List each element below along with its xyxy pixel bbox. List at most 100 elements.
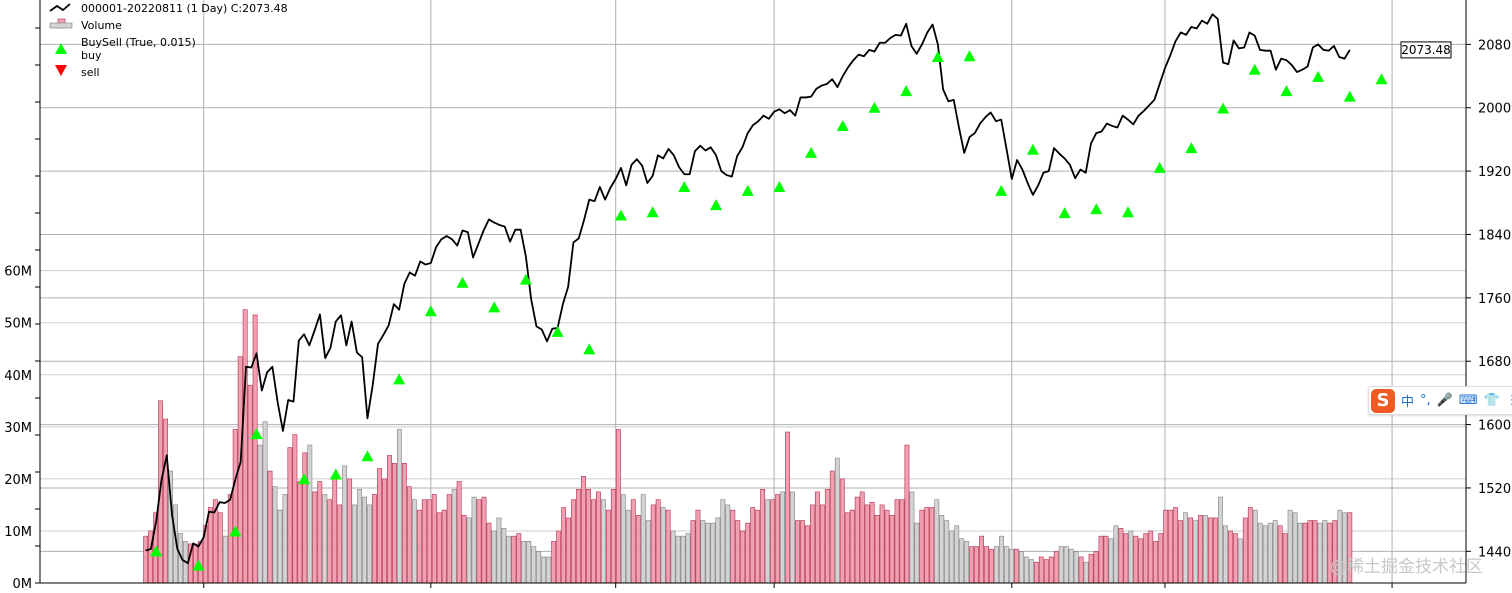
volume-bar-141 — [844, 512, 850, 584]
volume-bar-152 — [899, 499, 905, 584]
volume-bar-207 — [1173, 507, 1179, 584]
volume-bar-210 — [1188, 517, 1193, 584]
volume-bar-126 — [770, 499, 776, 584]
price-tick-label-0: 1440 — [1478, 545, 1511, 560]
volume-bar-205 — [1163, 509, 1169, 584]
volume-bar-148 — [879, 504, 885, 584]
legend-label-0: 000001-20220811 (1 Day) C:2073.48 — [81, 2, 288, 15]
ime-mode-chinese[interactable]: 中 — [1401, 395, 1415, 410]
volume-bar-217 — [1222, 525, 1228, 584]
volume-bar-24 — [262, 421, 268, 584]
volume-bar-82 — [551, 541, 557, 584]
volume-bar-109 — [685, 533, 691, 584]
ime-microphone-icon[interactable]: 🎤 — [1436, 393, 1453, 408]
volume-bar-146 — [869, 502, 875, 584]
volume-bar-169 — [984, 546, 989, 584]
volume-bar-170 — [989, 548, 994, 584]
volume-bar-120 — [740, 530, 746, 584]
ime-more-icon[interactable]: ⋮ — [1506, 393, 1512, 408]
volume-bar-23 — [257, 444, 263, 584]
volume-bar-231 — [1292, 512, 1298, 584]
sogou-logo-icon[interactable]: S — [1371, 388, 1395, 413]
volume-bar-13 — [207, 507, 213, 584]
volume-bar-149 — [884, 509, 890, 584]
volume-bar-119 — [735, 520, 741, 584]
volume-bar-86 — [571, 499, 576, 584]
volume-bar-142 — [849, 509, 855, 584]
last-price-label: 2073.48 — [1401, 43, 1451, 57]
volume-bar-171 — [994, 546, 999, 584]
price-tick-label-5: 1840 — [1478, 228, 1511, 243]
buy-signal-marker-18 — [741, 184, 754, 196]
volume-bar-220 — [1237, 538, 1243, 584]
volume-bar-46 — [372, 494, 377, 584]
volume-bar-48 — [382, 478, 387, 584]
volume-bar-117 — [725, 504, 731, 584]
volume-bar-194 — [1108, 538, 1114, 584]
volume-bar-104 — [660, 507, 666, 584]
volume-bar-186 — [1068, 548, 1074, 584]
volume-bar-98 — [630, 499, 636, 584]
volume-bar-72 — [501, 528, 507, 584]
volume-bar-26 — [272, 486, 278, 584]
volume-bar-200 — [1138, 538, 1144, 584]
buy-signal-marker-27 — [1026, 143, 1039, 155]
price-tick-label-8: 2080 — [1478, 38, 1511, 53]
volume-bar-191 — [1093, 551, 1099, 584]
volume-bar-128 — [780, 491, 785, 584]
volume-bar-236 — [1317, 522, 1323, 584]
volume-bar-29 — [287, 447, 293, 584]
volume-bar-182 — [1048, 556, 1054, 584]
volume-bar-125 — [765, 499, 771, 584]
volume-bar-131 — [795, 520, 800, 584]
volume-bar-37 — [327, 499, 333, 584]
volume-bar-133 — [805, 525, 810, 584]
volume-bar-151 — [894, 499, 900, 584]
volume-bar-35 — [317, 481, 323, 584]
volume-bar-219 — [1232, 533, 1238, 584]
volume-bar-122 — [750, 507, 756, 584]
volume-bar-124 — [760, 488, 766, 584]
price-tick-label-6: 1920 — [1478, 165, 1511, 180]
volume-bar-129 — [785, 431, 790, 584]
buy-signal-marker-4 — [298, 473, 311, 485]
volume-bar-16 — [222, 535, 228, 584]
legend-label-4: sell — [81, 66, 100, 79]
volume-bar-64 — [461, 515, 467, 584]
buy-signal-marker-5 — [329, 468, 342, 480]
buy-signal-marker-2 — [229, 525, 242, 537]
buy-signal-marker-6 — [361, 450, 374, 462]
volume-bar-118 — [730, 509, 736, 584]
volume-bar-21 — [247, 384, 253, 584]
ime-toolbar[interactable]: S 中 °, 🎤 ⌨ 👕 ⋮ — [1368, 386, 1512, 415]
price-tick-label-4: 1760 — [1478, 292, 1511, 307]
volume-bar-233 — [1302, 522, 1308, 584]
buy-signal-marker-14 — [614, 209, 627, 221]
volume-bar-225 — [1262, 525, 1268, 584]
volume-bar-56 — [421, 499, 427, 584]
volume-bar-164 — [959, 538, 965, 584]
volume-bar-215 — [1213, 517, 1218, 584]
volume-bar-230 — [1287, 509, 1293, 584]
ime-punctuation-icon[interactable]: °, — [1420, 393, 1431, 408]
volume-bar-50 — [392, 462, 397, 584]
volume-bar-198 — [1128, 530, 1134, 584]
ime-skin-icon[interactable]: 👕 — [1483, 393, 1500, 408]
volume-bar-203 — [1153, 541, 1159, 584]
volume-bar-106 — [670, 530, 676, 584]
volume-tick-label-0: 0M — [13, 577, 33, 592]
volume-bar-150 — [889, 515, 895, 584]
buy-signal-marker-33 — [1217, 102, 1230, 114]
ime-keyboard-icon[interactable]: ⌨ — [1458, 393, 1478, 408]
volume-bar-224 — [1257, 522, 1263, 584]
volume-bar-89 — [586, 488, 591, 584]
volume-bar-222 — [1247, 507, 1253, 584]
volume-tick-label-2: 20M — [4, 473, 32, 488]
volume-bar-105 — [665, 509, 671, 584]
volume-bar-181 — [1043, 559, 1049, 584]
last-price-box — [1400, 41, 1452, 59]
volume-bar-27 — [277, 509, 283, 584]
volume-bar-79 — [536, 551, 542, 584]
volume-bar-100 — [640, 494, 646, 584]
volume-bar-4 — [163, 418, 168, 584]
